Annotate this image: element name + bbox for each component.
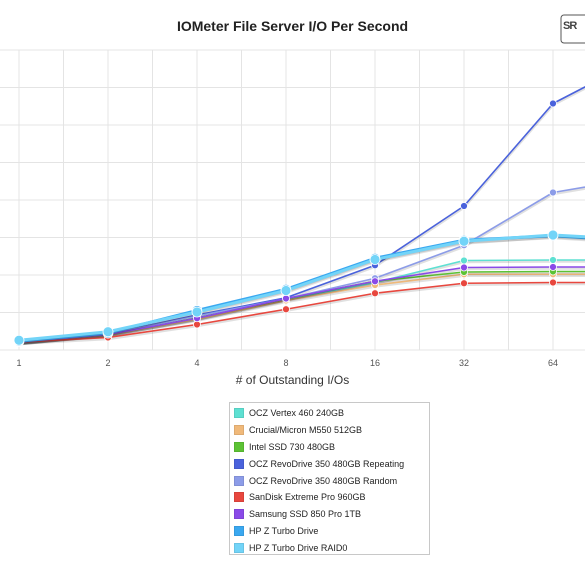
data-point <box>369 254 381 265</box>
data-point <box>458 235 470 247</box>
data-point <box>282 294 290 303</box>
series-group <box>13 229 585 346</box>
legend-label: OCZ RevoDrive 350 480GB Repeating <box>249 458 405 469</box>
line-chart: 1248163264128 <box>0 49 585 368</box>
series-shadow <box>18 87 585 346</box>
x-tick-label: 2 <box>105 358 110 368</box>
x-tick-labels: 1248163264128 <box>16 358 558 368</box>
legend-swatch <box>234 458 244 469</box>
legend-item: Crucial/Micron M550 512GB <box>234 422 429 439</box>
legend-item: Samsung SSD 850 Pro 1TB <box>234 506 429 523</box>
legend-swatch <box>234 475 244 486</box>
x-tick-label: 8 <box>283 358 288 368</box>
data-point <box>280 285 292 296</box>
legend-label: HP Z Turbo Drive <box>249 525 319 536</box>
data-point <box>549 278 557 287</box>
logo-badge <box>560 14 585 44</box>
data-point <box>460 202 468 210</box>
series-shadow <box>18 235 585 345</box>
data-point <box>102 326 114 338</box>
series-line <box>18 266 585 343</box>
legend-label: OCZ Vertex 460 240GB <box>249 408 345 419</box>
legend-swatch <box>234 408 244 419</box>
series-lines <box>13 86 585 347</box>
data-point <box>549 188 557 197</box>
logo-text: SR <box>563 20 577 32</box>
data-point <box>549 99 557 108</box>
data-point <box>460 256 468 265</box>
x-tick-label: 1 <box>16 358 21 368</box>
legend-item: HP Z Turbo Drive <box>234 523 429 540</box>
data-point <box>282 305 290 314</box>
legend-swatch <box>234 509 244 520</box>
legend-item: OCZ Vertex 460 240GB <box>234 405 429 422</box>
x-axis-label: # of Outstanding I/Os <box>235 373 350 387</box>
data-point <box>547 229 559 241</box>
x-tick-label: 16 <box>370 358 380 368</box>
x-tick-label: 32 <box>459 358 469 368</box>
legend-swatch <box>234 492 244 503</box>
x-tick-label: 64 <box>548 358 558 368</box>
legend-item: OCZ RevoDrive 350 480GB Repeating <box>234 455 429 472</box>
data-point <box>13 334 25 346</box>
legend-label: SanDisk Extreme Pro 960GB <box>249 492 366 503</box>
legend-label: HP Z Turbo Drive RAID0 <box>249 542 348 553</box>
legend-label: Intel SSD 730 480GB <box>249 441 336 452</box>
series-shadow <box>18 267 585 345</box>
legend-swatch <box>234 425 244 436</box>
legend-swatch <box>234 441 244 452</box>
legend-label: Samsung SSD 850 Pro 1TB <box>249 509 362 520</box>
data-point <box>371 289 379 298</box>
series-shadow <box>18 282 585 345</box>
legend-item: HP Z Turbo Drive RAID0 <box>234 539 429 556</box>
x-tick-label: 4 <box>194 358 199 368</box>
legend-swatch <box>234 542 244 553</box>
series-line <box>18 281 585 344</box>
legend-label: OCZ RevoDrive 350 480GB Random <box>249 475 398 486</box>
series-line <box>18 233 585 342</box>
legend-label: Crucial/Micron M550 512GB <box>249 425 363 436</box>
legend-item: SanDisk Extreme Pro 960GB <box>234 489 429 506</box>
data-point <box>549 256 557 264</box>
data-point <box>191 306 203 318</box>
data-point <box>549 263 557 271</box>
logo: SR <box>560 14 585 44</box>
series-shadow <box>18 274 585 345</box>
grid-lines <box>0 49 585 351</box>
data-point <box>460 279 468 288</box>
series-shadow <box>18 271 585 346</box>
data-point <box>460 263 468 272</box>
legend-item: OCZ RevoDrive 350 480GB Random <box>234 472 429 489</box>
legend: OCZ Vertex 460 240GB Crucial/Micron M550 … <box>229 402 430 555</box>
series-shadow <box>18 234 585 344</box>
data-point <box>371 277 379 286</box>
legend-item: Intel SSD 730 480GB <box>234 439 429 456</box>
legend-swatch <box>234 525 244 536</box>
chart-title: IOMeter File Server I/O Per Second <box>176 18 409 34</box>
